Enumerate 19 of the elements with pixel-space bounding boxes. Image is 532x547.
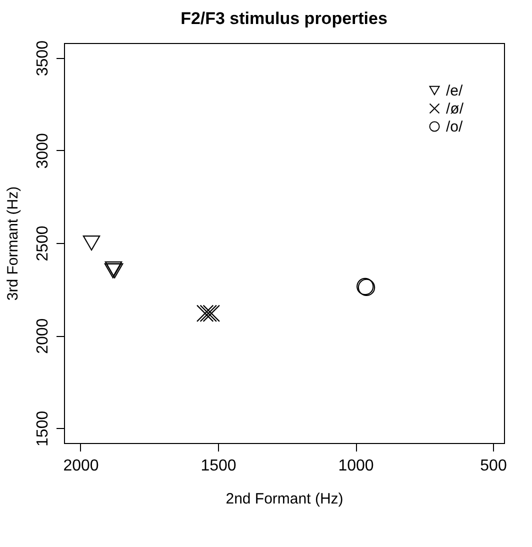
point — [196, 304, 214, 322]
y-tick-label: 1500 — [34, 410, 52, 446]
chart-title: F2/F3 stimulus properties — [180, 9, 388, 28]
x-tick-label: 1500 — [200, 458, 236, 474]
legend-label: /e/ — [446, 82, 464, 100]
x-axis-title: 2nd Formant (Hz) — [226, 490, 344, 508]
y-tick-label: 2500 — [34, 226, 52, 262]
x-tick-label: 1000 — [338, 458, 374, 474]
point — [202, 304, 220, 322]
x-tick-label: 2000 — [63, 458, 99, 474]
x-tick-label: 500 — [480, 458, 507, 474]
y-tick-label: 3500 — [34, 40, 52, 76]
y-tick-label: 3000 — [34, 133, 52, 169]
point — [82, 235, 100, 251]
point — [200, 304, 217, 322]
legend-label: /ø/ — [446, 100, 464, 118]
y-axis-title: 3rd Formant (Hz) — [4, 186, 22, 301]
legend-label: /o/ — [446, 118, 464, 136]
y-tick-label: 2000 — [34, 318, 52, 354]
